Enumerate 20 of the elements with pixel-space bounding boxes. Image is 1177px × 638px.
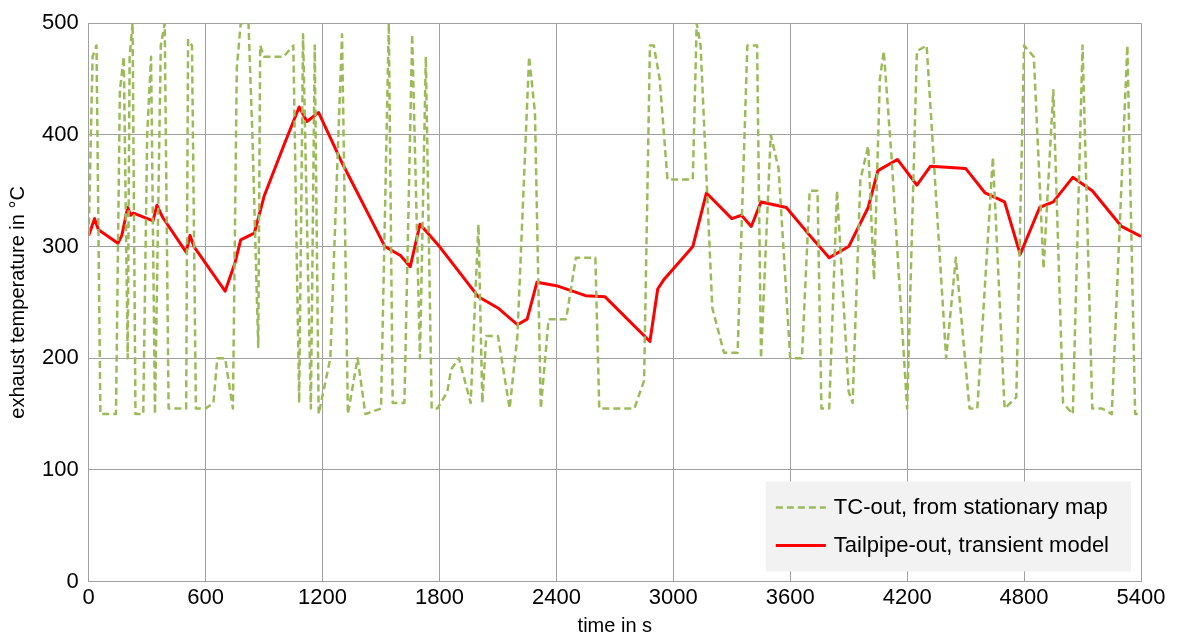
y-tick-label: 300 bbox=[41, 232, 79, 258]
x-tick-label: 4200 bbox=[882, 583, 932, 609]
x-tick-label: 1200 bbox=[298, 583, 348, 609]
x-tick-label: 3000 bbox=[648, 583, 698, 609]
y-axis-title: exhaust temperature in °C bbox=[5, 186, 28, 419]
y-tick-label: 0 bbox=[66, 567, 79, 593]
x-tick-label: 2400 bbox=[531, 583, 581, 609]
x-tick-label: 0 bbox=[82, 583, 95, 609]
x-tick-label: 1800 bbox=[414, 583, 464, 609]
x-tick-label: 600 bbox=[187, 583, 224, 609]
y-tick-label: 200 bbox=[41, 344, 79, 370]
y-tick-label: 400 bbox=[41, 120, 79, 146]
x-tick-label: 4800 bbox=[999, 583, 1049, 609]
legend-label: Tailpipe-out, transient model bbox=[833, 531, 1110, 557]
x-tick-label: 3600 bbox=[765, 583, 815, 609]
y-tick-label: 100 bbox=[41, 455, 79, 481]
legend-label: TC-out, from stationary map bbox=[833, 493, 1108, 519]
x-tick-label: 5400 bbox=[1116, 583, 1166, 609]
x-axis-title: time in s bbox=[577, 613, 653, 636]
y-tick-label: 500 bbox=[41, 9, 79, 35]
